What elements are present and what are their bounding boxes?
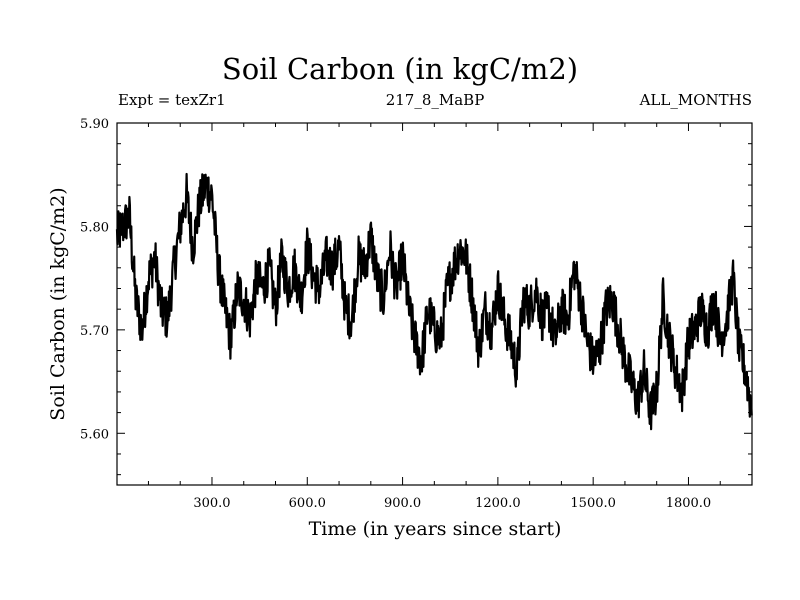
x-tick-label: 300.0: [193, 496, 230, 511]
x-tick-label: 1500.0: [570, 496, 616, 511]
x-tick-label: 1200.0: [475, 496, 521, 511]
x-axis-label: Time (in years since start): [309, 518, 562, 540]
y-tick-label: 5.70: [80, 324, 109, 339]
experiment-label: Expt = texZr1: [118, 91, 226, 109]
y-tick-label: 5.90: [80, 117, 109, 132]
y-axis-label: Soil Carbon (in kgC/m2): [47, 187, 69, 420]
y-tick-label: 5.60: [80, 427, 109, 442]
x-tick-label: 1800.0: [666, 496, 712, 511]
axis-tick-labels: 300.0 600.0 900.0 1200.0 1500.0 1800.0 5.60 5.7…: [80, 117, 711, 511]
period-label: 217_8_MaBP: [385, 91, 485, 109]
x-tick-label: 600.0: [289, 496, 326, 511]
series-line: [115, 172, 753, 431]
plot-frame: [116, 122, 753, 486]
y-tick-label: 5.80: [80, 220, 109, 235]
months-label: ALL_MONTHS: [639, 91, 752, 109]
x-tick-label: 900.0: [384, 496, 421, 511]
chart-title: Soil Carbon (in kgC/m2): [221, 52, 579, 86]
axis-ticks: [117, 122, 752, 485]
